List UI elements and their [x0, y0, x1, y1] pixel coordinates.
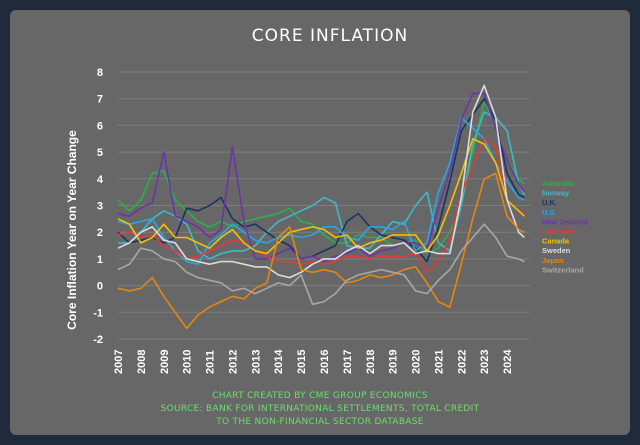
y-tick-label: 8 [97, 67, 103, 79]
y-tick-label: 3 [97, 201, 103, 213]
x-tick-label: 2009 [159, 350, 171, 374]
y-tick-label: 2 [97, 227, 103, 239]
x-tick-label: 2015 [296, 350, 308, 374]
x-tick-label: 2016 [319, 350, 331, 374]
x-axis-ticks: 2007 2008 2009 2010 2011 2012 2013 2014 2015 2016… [113, 349, 514, 374]
legend-entry: New Zealand [542, 217, 588, 226]
x-tick-label: 2008 [136, 350, 148, 374]
credit-line-1: CHART CREATED BY CME GROUP ECONOMICS [212, 391, 428, 401]
x-tick-label: 2022 [456, 350, 468, 374]
credit-line-3: TO THE NON-FINANCIAL SECTOR DATABASE [215, 417, 424, 427]
y-tick-label: 5 [97, 147, 103, 159]
chart-panel [10, 10, 630, 435]
legend-entry: Norway [542, 189, 570, 198]
y-tick-label: 6 [97, 120, 103, 132]
x-tick-label: 2024 [502, 349, 514, 374]
y-tick-label: 0 [97, 281, 103, 293]
series-line-switzerland [117, 223, 525, 306]
x-tick-label: 2020 [411, 350, 423, 374]
y-tick-label: -1 [93, 307, 103, 319]
x-tick-label: 2018 [365, 350, 377, 374]
y-tick-label: 1 [97, 254, 103, 266]
x-tick-label: 2010 [182, 350, 194, 374]
x-tick-label: 2012 [227, 350, 239, 374]
credit-line-2: SOURCE: BANK FOR INTERNATIONAL SETTLEMEN… [161, 404, 480, 414]
y-tick-label: 7 [97, 94, 103, 106]
series-line-u-k- [117, 97, 525, 263]
x-tick-label: 2023 [479, 350, 491, 374]
y-tick-label: -2 [93, 334, 103, 346]
x-tick-label: 2013 [250, 350, 262, 374]
legend-entry: U.K. [542, 198, 557, 207]
x-tick-label: 2007 [113, 350, 125, 374]
series-line-sweden [117, 84, 525, 279]
x-tick-label: 2017 [342, 350, 354, 374]
series-lines [117, 84, 526, 330]
series-line-norway [118, 111, 526, 260]
legend-entry: Sweden [542, 246, 571, 255]
y-tick-label: 4 [97, 174, 104, 186]
x-tick-label: 2011 [205, 350, 217, 374]
series-line-u-s- [117, 116, 525, 266]
legend-entry: Canada [542, 237, 570, 246]
series-line-japan [117, 172, 525, 330]
x-tick-label: 2019 [388, 350, 400, 374]
series-line-new-zealand [117, 92, 525, 263]
chart-title: CORE INFLATION [252, 26, 408, 46]
x-tick-label: 2014 [273, 349, 285, 374]
legend-entry: U.S. [542, 208, 557, 217]
series-line-canada [117, 138, 525, 255]
legend-entry: Eurozone [542, 227, 576, 236]
legend-entry: Japan [542, 256, 564, 265]
legend-entry: Australia [542, 179, 575, 188]
x-tick-label: 2021 [433, 350, 445, 374]
legend-entry: Switzerland [542, 265, 584, 274]
y-axis-label: Core Inflation Year on Year Change [65, 130, 79, 330]
y-axis-ticks: 8 7 6 5 4 3 2 1 0 -1 -2 [93, 67, 104, 346]
